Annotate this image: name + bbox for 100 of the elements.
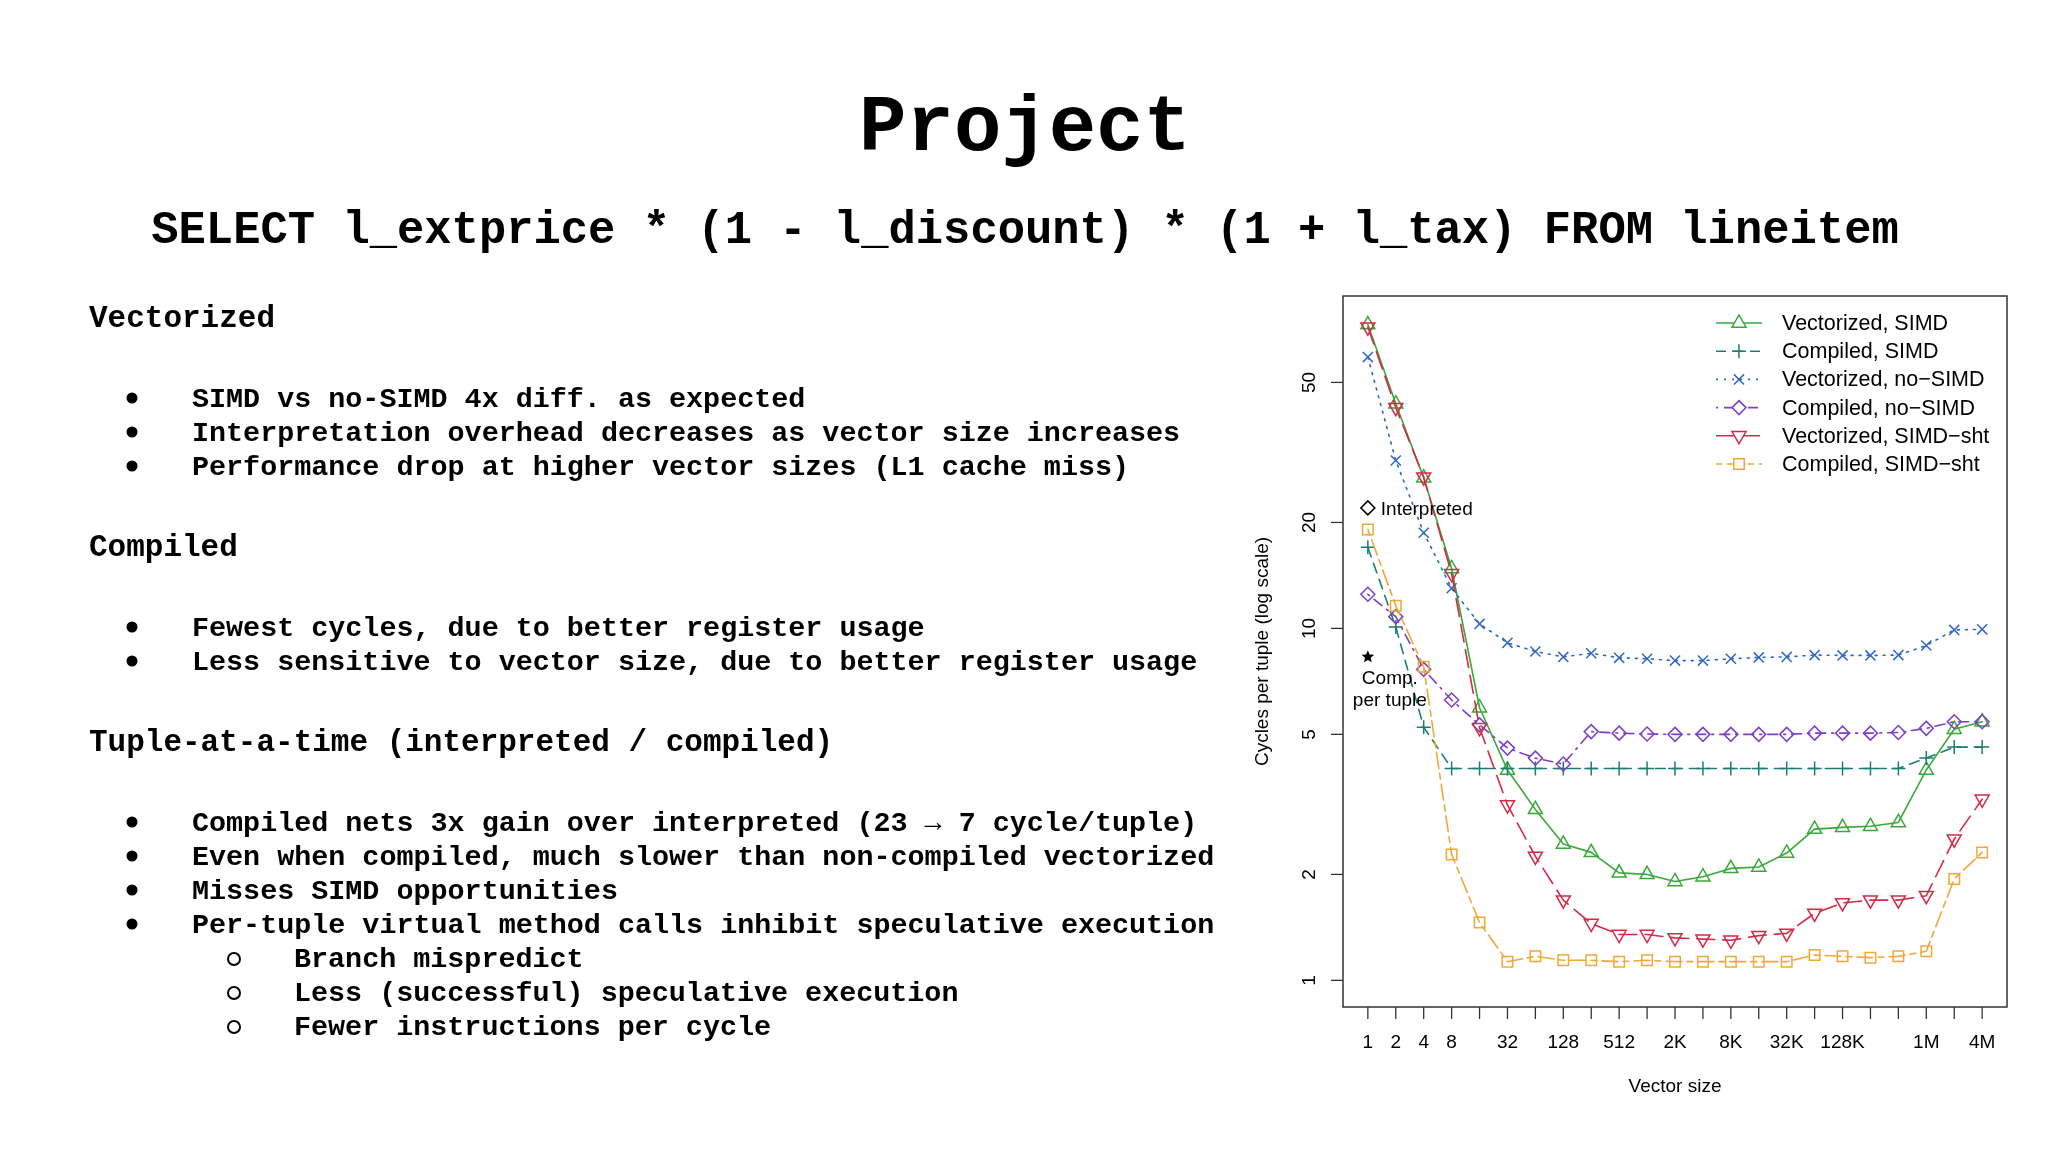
point: [1723, 726, 1739, 743]
point: [1499, 800, 1516, 814]
point: [1585, 647, 1598, 660]
text: SIMD vs no-SIMD 4x diff. as expected: [192, 383, 806, 416]
point: [1948, 624, 1961, 636]
point: [1667, 760, 1683, 777]
point: [1360, 315, 1376, 330]
point: [1473, 618, 1486, 630]
x-tick-label: 1: [1362, 1031, 1374, 1052]
y-tick-label: 2: [1298, 869, 1319, 880]
point: [1585, 954, 1598, 967]
y-tick-label: 50: [1298, 371, 1319, 393]
legend-label: Vectorized, SIMD−sht: [1782, 423, 1990, 448]
point: [1834, 760, 1851, 777]
point: [1918, 890, 1935, 905]
point: [1360, 586, 1376, 603]
text: Branch mispredict: [294, 943, 584, 976]
point: [1976, 623, 1988, 636]
text: SELECT l_extprice * (1 - l_discount) * (1 + l_tax) FROM lineitem: [151, 205, 1899, 257]
text: Interpretation overhead decreases as vector size increases: [192, 417, 1181, 450]
point: [1918, 720, 1935, 737]
point: [1639, 760, 1655, 777]
point: [1667, 726, 1683, 743]
text: Even when compiled, much slower than non-compiled vectorized: [192, 841, 1215, 874]
text: Less sensitive to vector size, due to better register usage: [192, 646, 1198, 679]
point: [1641, 652, 1653, 665]
point: [1892, 649, 1905, 661]
point: [1806, 908, 1823, 923]
text: Compiled: [89, 530, 238, 565]
annotation: Comp. per tuple: [1352, 666, 1427, 710]
legend-label: Compiled, no−SIMD: [1782, 395, 1975, 420]
x-tick-label: 2K: [1663, 1031, 1687, 1052]
point: [1445, 848, 1458, 861]
point: [1415, 661, 1432, 678]
point: [1778, 726, 1795, 743]
legend-label: Vectorized, no−SIMD: [1782, 367, 1985, 392]
point: [1613, 955, 1626, 968]
point: [1836, 950, 1849, 963]
point: [1583, 918, 1599, 933]
point: [1806, 725, 1823, 741]
point: [1920, 639, 1933, 652]
point: [1890, 760, 1907, 777]
point: [1389, 454, 1402, 467]
x-tick-label: 2: [1390, 1031, 1402, 1052]
point: [1583, 760, 1599, 777]
point: [1613, 652, 1625, 664]
point: [1388, 619, 1404, 635]
point: [1725, 652, 1737, 665]
x-tick-label: 32: [1496, 1031, 1519, 1052]
point: [1695, 934, 1711, 948]
point: [1724, 955, 1737, 968]
point: [1723, 935, 1739, 950]
point: [1808, 949, 1821, 962]
point: [1389, 599, 1402, 612]
point: [1892, 950, 1905, 963]
point: [1443, 559, 1460, 574]
point: [1361, 523, 1374, 536]
text: Vectorized: [89, 301, 276, 336]
point: [1527, 760, 1544, 777]
point: [1417, 660, 1430, 673]
x-tick-label: 8K: [1719, 1031, 1743, 1052]
point: [1527, 851, 1544, 866]
point: [1555, 760, 1572, 777]
legend-label: Vectorized, SIMD: [1782, 311, 1949, 335]
x-tick-label: 128: [1547, 1031, 1580, 1052]
text: Less (successful) speculative execution: [294, 977, 959, 1010]
point: [1443, 692, 1460, 708]
point: [1778, 760, 1795, 777]
point: [1751, 930, 1767, 945]
x-tick-label: 4: [1418, 1031, 1430, 1052]
point: [1641, 954, 1654, 967]
legend-label: Compiled, SIMD−sht: [1782, 452, 1980, 476]
point: [1639, 726, 1655, 742]
point: [1501, 955, 1514, 968]
point: [1862, 725, 1879, 741]
point: [1415, 719, 1432, 735]
y-axis-title: Cycles per tuple (log scale): [1251, 536, 1272, 767]
point: [1471, 760, 1488, 777]
point: [1445, 582, 1458, 595]
point: [1499, 740, 1516, 756]
x-tick-label: 32K: [1769, 1031, 1804, 1052]
point: [1836, 649, 1849, 662]
point: [1946, 834, 1962, 848]
point: [1697, 654, 1709, 667]
point: [1695, 726, 1711, 743]
point: [1362, 351, 1374, 363]
x-tick-label: 128K: [1820, 1031, 1866, 1052]
x-tick-label: 512: [1603, 1031, 1636, 1052]
point: [1557, 651, 1570, 663]
point: [1918, 750, 1935, 766]
point: [1471, 717, 1488, 733]
point: [1752, 651, 1765, 664]
point: [1890, 724, 1907, 741]
point: [1974, 794, 1990, 809]
x-axis-title: Vector size: [1628, 1075, 1722, 1096]
point: [1360, 500, 1376, 516]
point: [1946, 713, 1962, 730]
point: [1948, 873, 1961, 886]
point: [1752, 955, 1765, 968]
point: [1780, 955, 1793, 968]
